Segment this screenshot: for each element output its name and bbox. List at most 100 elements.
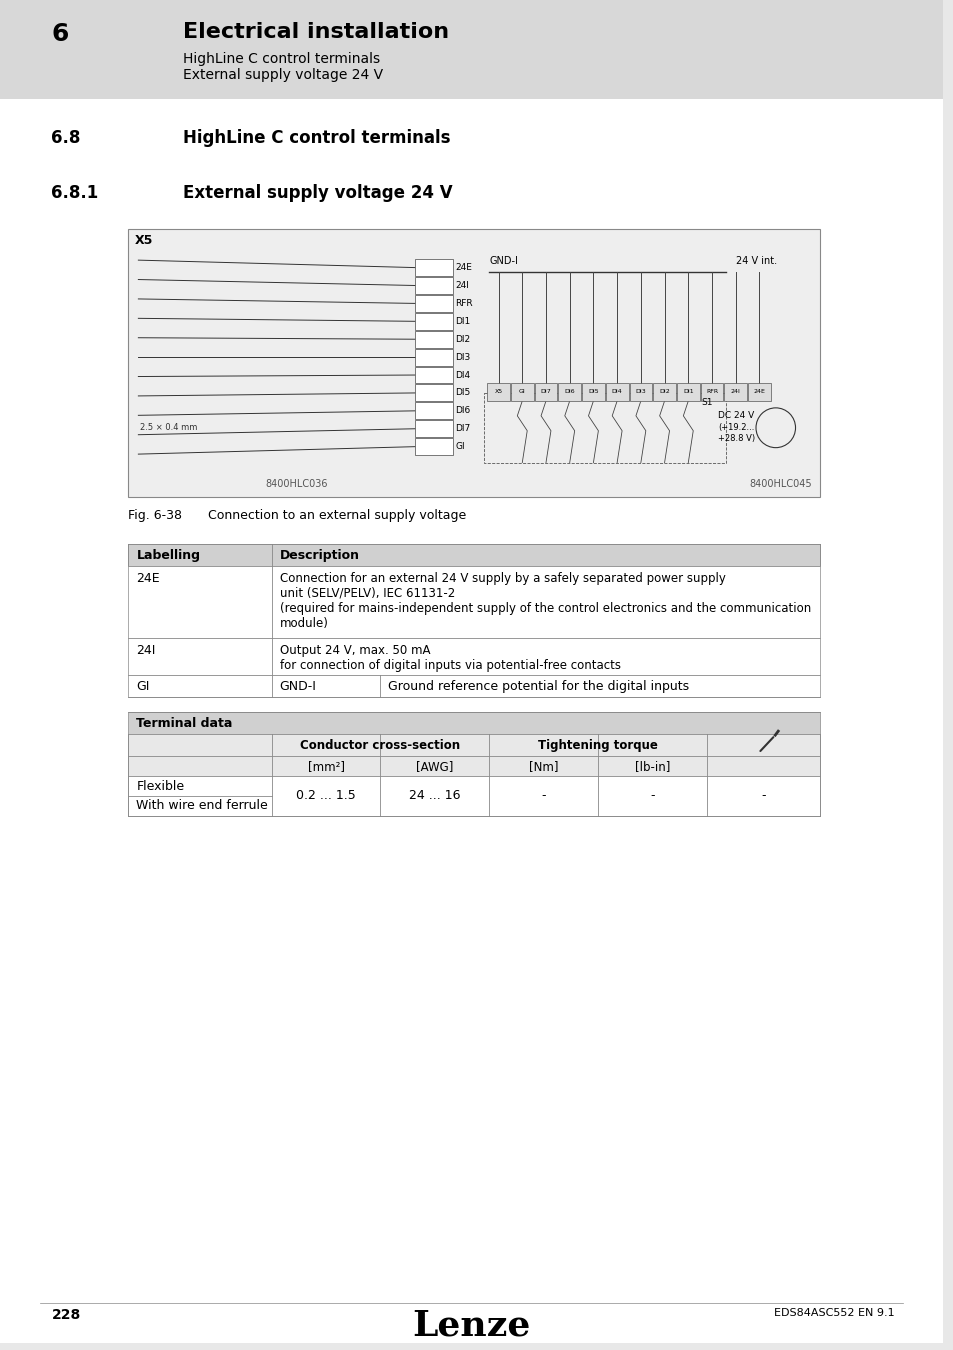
Text: DI6: DI6 [564,389,575,394]
Text: DI3: DI3 [635,389,645,394]
Text: Electrical installation: Electrical installation [183,22,449,42]
Bar [677,383,699,401]
Bar [487,383,510,401]
Text: DI7: DI7 [540,389,551,394]
Bar [415,294,452,312]
Text: External supply voltage 24 V: External supply voltage 24 V [183,68,382,81]
Text: X5: X5 [134,234,152,247]
Text: [lb-in]: [lb-in] [634,760,669,774]
Bar [415,439,452,455]
Text: Terminal data: Terminal data [136,717,233,730]
Bar [415,331,452,348]
Text: Lenze: Lenze [412,1308,530,1342]
Text: Labelling: Labelling [136,549,200,562]
Bar [415,259,452,275]
Bar [629,383,652,401]
Text: 24E: 24E [456,263,472,273]
Text: DI7: DI7 [456,424,471,433]
Text: X5: X5 [494,389,502,394]
Bar [129,734,820,756]
Bar [129,544,820,566]
Text: -: - [540,790,545,802]
Bar [129,756,820,776]
Text: HighLine C control terminals: HighLine C control terminals [183,51,379,66]
Text: GI: GI [136,680,150,694]
Text: Ground reference potential for the digital inputs: Ground reference potential for the digit… [388,680,689,694]
Bar [511,383,533,401]
Text: DI2: DI2 [456,335,470,344]
Text: Description: Description [279,549,359,562]
Bar [747,383,770,401]
Text: DI5: DI5 [587,389,598,394]
Text: 24 ... 16: 24 ... 16 [409,790,460,802]
Text: DI1: DI1 [682,389,693,394]
Bar [129,713,820,734]
Text: GND-I: GND-I [489,255,517,266]
Text: 8400HLC036: 8400HLC036 [265,479,328,490]
Text: DI3: DI3 [456,352,471,362]
Text: 228: 228 [51,1308,81,1322]
Bar [581,383,604,401]
Text: 24I: 24I [730,389,740,394]
Bar [129,675,820,698]
Text: RFR: RFR [705,389,718,394]
Bar [415,385,452,401]
Bar [700,383,722,401]
Text: Tightening torque: Tightening torque [537,738,658,752]
Text: -: - [760,790,765,802]
Text: Output 24 V, max. 50 mA
for connection of digital inputs via potential-free cont: Output 24 V, max. 50 mA for connection o… [279,644,620,671]
Text: DI1: DI1 [456,317,471,325]
Text: +28.8 V): +28.8 V) [718,433,755,443]
Text: DC 24 V: DC 24 V [718,410,754,420]
Text: GND-I: GND-I [279,680,316,694]
Bar [129,228,820,497]
Bar [558,383,580,401]
Text: 24I: 24I [136,644,155,656]
Text: (+19.2...: (+19.2... [718,423,754,432]
Bar [605,383,628,401]
Bar [484,393,725,463]
Bar [415,313,452,329]
Bar [653,383,676,401]
Text: GI: GI [456,443,465,451]
Text: 8400HLC045: 8400HLC045 [749,479,811,490]
Text: Flexible: Flexible [136,780,184,792]
Text: 6.8: 6.8 [51,130,81,147]
Text: Conductor cross-section: Conductor cross-section [300,738,460,752]
Text: 24 V int.: 24 V int. [736,255,777,266]
Text: 2.5 × 0.4 mm: 2.5 × 0.4 mm [140,423,197,432]
Text: EDS84ASC552 EN 9.1: EDS84ASC552 EN 9.1 [773,1308,893,1318]
Text: Connection for an external 24 V supply by a safely separated power supply
unit (: Connection for an external 24 V supply b… [279,572,810,630]
Text: 6.8.1: 6.8.1 [51,184,98,202]
Bar [129,776,820,815]
Text: 6: 6 [51,22,69,46]
Text: With wire end ferrule: With wire end ferrule [136,799,268,811]
Text: 24I: 24I [456,281,469,290]
Bar [534,383,557,401]
Text: 0.2 ... 1.5: 0.2 ... 1.5 [296,790,355,802]
Text: DI4: DI4 [456,370,470,379]
Bar [0,0,942,100]
Bar [415,420,452,437]
Text: HighLine C control terminals: HighLine C control terminals [183,130,450,147]
Text: [Nm]: [Nm] [528,760,558,774]
Text: Connection to an external supply voltage: Connection to an external supply voltage [208,509,465,522]
Text: -: - [649,790,654,802]
Text: [mm²]: [mm²] [307,760,344,774]
Bar [129,566,820,637]
Text: DI2: DI2 [659,389,669,394]
Text: 24E: 24E [136,572,160,585]
Text: Fig. 6-38: Fig. 6-38 [129,509,182,522]
Bar [415,277,452,294]
Text: DI4: DI4 [611,389,622,394]
Text: External supply voltage 24 V: External supply voltage 24 V [183,184,452,202]
Text: DI5: DI5 [456,389,471,397]
Bar [129,637,820,675]
Bar [415,367,452,383]
Text: 24E: 24E [753,389,764,394]
Text: S1: S1 [700,398,713,406]
Text: DI6: DI6 [456,406,471,416]
Text: [AWG]: [AWG] [416,760,453,774]
Bar [415,348,452,366]
Bar [723,383,746,401]
